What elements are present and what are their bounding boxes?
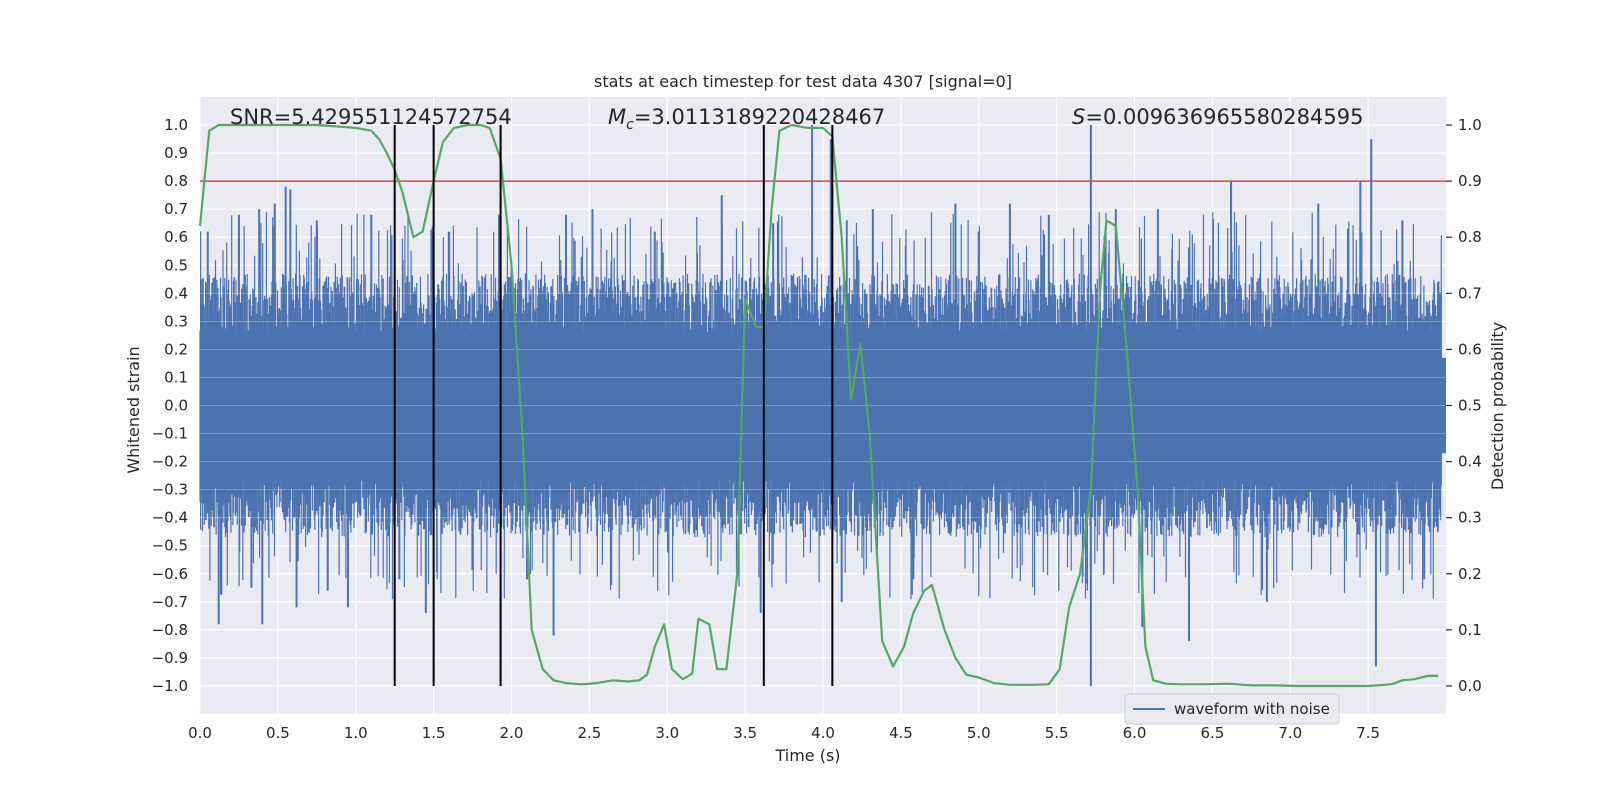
- y-tick-label: 0.4: [164, 284, 188, 302]
- x-tick-label: 3.5: [733, 724, 757, 742]
- y-right-tick-label: 1.0: [1458, 116, 1482, 134]
- waveform-series: [199, 125, 1446, 686]
- y-tick-label: −0.9: [152, 649, 188, 667]
- legend-box: [1124, 693, 1340, 725]
- y-right-tick-label: 0.1: [1458, 621, 1482, 639]
- y-tick-label: 0.0: [164, 397, 188, 415]
- x-tick-label: 6.0: [1123, 724, 1147, 742]
- y-tick-label: 0.1: [164, 368, 188, 386]
- y-tick-label: −0.3: [152, 481, 188, 499]
- x-tick-label: 2.5: [577, 724, 601, 742]
- s-value: =0.009636965580284595: [1085, 105, 1363, 129]
- x-tick-label: 3.0: [655, 724, 679, 742]
- mc-value: =3.0113189220428467: [634, 105, 885, 129]
- chart-title: stats at each timestep for test data 430…: [594, 72, 1012, 91]
- y-axis-right: 1.0 0.9 0.8 0.7 0.6 0.5 0.4 0.3 0.2 0.1 0.0: [1446, 116, 1482, 695]
- x-tick-label: 7.0: [1278, 724, 1302, 742]
- s-symbol: S: [1072, 105, 1085, 129]
- y-right-tick-label: 0.3: [1458, 509, 1482, 527]
- y-axis-left: 1.0 0.9 0.8 0.7 0.6 0.5 0.4 0.3 0.2 0.1 0.0 −0.1 −0.…: [152, 116, 188, 695]
- probability-line: [198, 123, 1439, 688]
- x-tick-label: 1.5: [422, 724, 446, 742]
- y-axis-right-title: Detection probability: [1488, 322, 1507, 490]
- x-tick-label: 5.5: [1045, 724, 1069, 742]
- y-right-tick-label: 0.6: [1458, 340, 1482, 358]
- mc-annotation: Mc=3.0113189220428467: [608, 105, 885, 133]
- y-tick-label: −1.0: [152, 677, 188, 695]
- mc-subscript: c: [626, 117, 634, 133]
- y-tick-label: 0.9: [164, 144, 188, 162]
- vertical-markers: [393, 125, 834, 686]
- x-tick-label: 4.5: [889, 724, 913, 742]
- y-right-tick-label: 0.5: [1458, 397, 1482, 415]
- x-axis-title: Time (s): [774, 746, 840, 765]
- y-right-tick-label: 0.9: [1458, 172, 1482, 190]
- y-tick-label: −0.6: [152, 565, 188, 583]
- x-tick-label: 0.5: [266, 724, 290, 742]
- y-tick-label: −0.4: [152, 509, 188, 527]
- y-axis-title: Whitened strain: [124, 346, 143, 473]
- waveform-core: [200, 357, 1446, 454]
- y-tick-label: 0.7: [164, 200, 188, 218]
- probability-series: [198, 123, 1439, 688]
- y-right-tick-label: 0.4: [1458, 453, 1482, 471]
- y-tick-label: −0.7: [152, 593, 188, 611]
- x-tick-label: 1.0: [344, 724, 368, 742]
- y-right-tick-label: 0.7: [1458, 284, 1482, 302]
- y-tick-label: 0.5: [164, 256, 188, 274]
- y-tick-label: 1.0: [164, 116, 188, 134]
- x-tick-label: 4.0: [811, 724, 835, 742]
- x-tick-label: 7.5: [1356, 724, 1380, 742]
- x-tick-label: 0.0: [188, 724, 212, 742]
- legend-label: waveform with noise: [1174, 700, 1330, 718]
- x-tick-label: 6.5: [1200, 724, 1224, 742]
- legend: waveform with noise: [1124, 693, 1340, 725]
- y-tick-label: 0.8: [164, 172, 188, 190]
- y-right-tick-label: 0.2: [1458, 565, 1482, 583]
- y-tick-label: −0.1: [152, 425, 188, 443]
- x-tick-label: 2.0: [500, 724, 524, 742]
- x-tick-label: 5.0: [967, 724, 991, 742]
- annotations: SNR=5.429551124572754 Mc=3.0113189220428…: [230, 105, 1363, 133]
- y-tick-label: 0.3: [164, 312, 188, 330]
- s-annotation: S=0.009636965580284595: [1072, 105, 1363, 129]
- snr-annotation: SNR=5.429551124572754: [230, 105, 512, 129]
- y-tick-label: −0.5: [152, 537, 188, 555]
- y-tick-label: −0.8: [152, 621, 188, 639]
- y-tick-label: 0.6: [164, 228, 188, 246]
- mc-symbol: M: [608, 105, 626, 129]
- y-right-tick-label: 0.8: [1458, 228, 1482, 246]
- y-tick-label: −0.2: [152, 453, 188, 471]
- y-right-tick-label: 0.0: [1458, 677, 1482, 695]
- y-tick-label: 0.2: [164, 340, 188, 358]
- x-axis: 0.0 0.5 1.0 1.5 2.0 2.5 3.0 3.5 4.0 4.5 5.0 5.5 6.0 6…: [188, 724, 1380, 742]
